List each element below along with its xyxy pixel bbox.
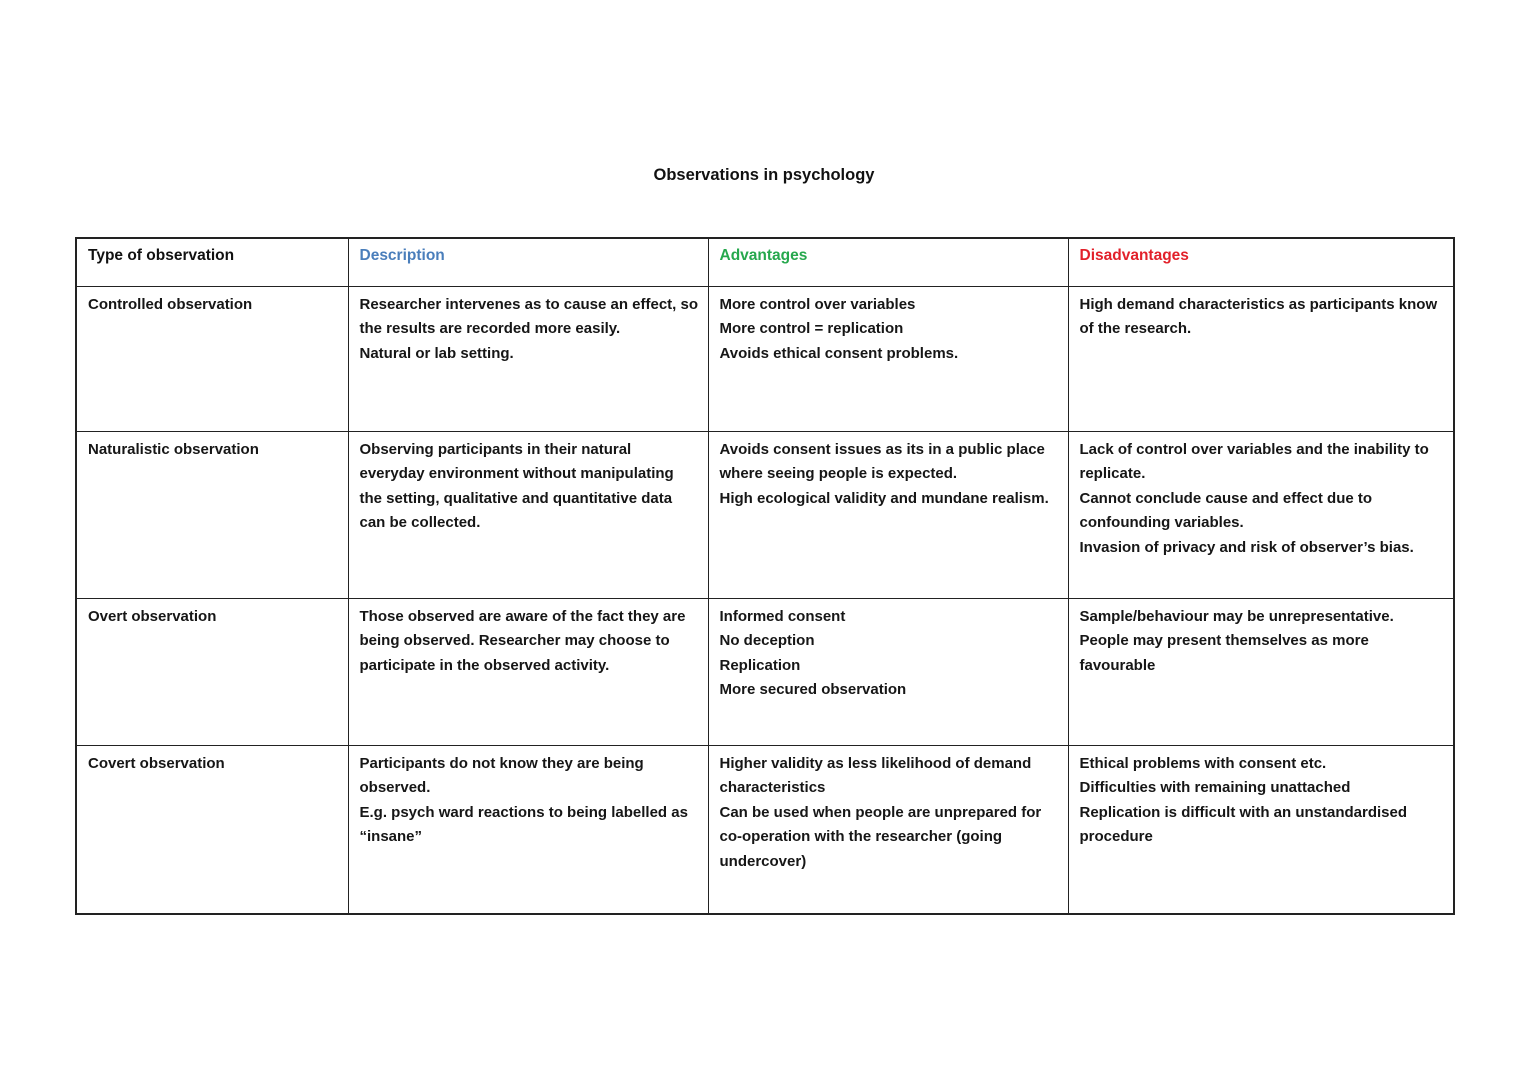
cell-description: Researcher intervenes as to cause an eff… (347, 285, 709, 432)
table-row-overt-observation: Overt observation Those observed are awa… (75, 597, 1455, 746)
cell-type: Controlled observation (75, 285, 349, 432)
cell-disadvantages: High demand characteristics as participa… (1067, 285, 1455, 432)
observations-table: Type of observation Description Advantag… (75, 237, 1455, 915)
cell-disadvantages: Ethical problems with consent etc. Diffi… (1067, 744, 1455, 915)
column-header-disadvantages: Disadvantages (1067, 237, 1455, 287)
column-header-type: Type of observation (75, 237, 349, 287)
cell-description: Those observed are aware of the fact the… (347, 597, 709, 746)
cell-description: Participants do not know they are being … (347, 744, 709, 915)
cell-description: Observing participants in their natural … (347, 430, 709, 599)
column-header-advantages: Advantages (707, 237, 1069, 287)
cell-advantages: Informed consent No deception Replicatio… (707, 597, 1069, 746)
column-header-description: Description (347, 237, 709, 287)
table-row-covert-observation: Covert observation Participants do not k… (75, 744, 1455, 915)
cell-type: Overt observation (75, 597, 349, 746)
cell-type: Covert observation (75, 744, 349, 915)
cell-disadvantages: Sample/behaviour may be unrepresentative… (1067, 597, 1455, 746)
cell-disadvantages: Lack of control over variables and the i… (1067, 430, 1455, 599)
cell-type: Naturalistic observation (75, 430, 349, 599)
cell-advantages: Avoids consent issues as its in a public… (707, 430, 1069, 599)
table-row-controlled-observation: Controlled observation Researcher interv… (75, 285, 1455, 432)
page-title: Observations in psychology (653, 166, 875, 184)
cell-advantages: More control over variables More control… (707, 285, 1069, 432)
table-header-row: Type of observation Description Advantag… (75, 237, 1455, 287)
table-row-naturalistic-observation: Naturalistic observation Observing parti… (75, 430, 1455, 599)
cell-advantages: Higher validity as less likelihood of de… (707, 744, 1069, 915)
